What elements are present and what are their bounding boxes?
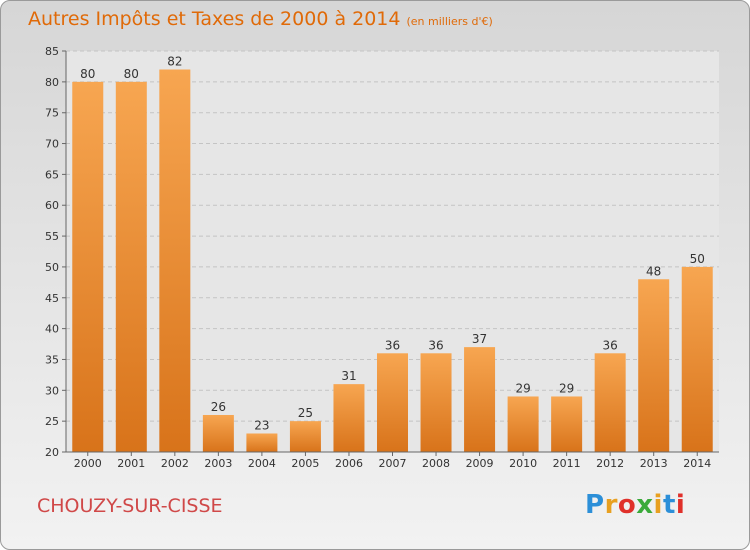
bar-2012 [594,353,626,452]
y-tick-label: 30 [45,384,59,397]
unit-note: (en milliers d'€) [406,15,493,28]
bar-2011 [551,396,583,452]
bar-2007 [377,353,408,452]
logo-letter: o [617,490,637,520]
x-tick-label-2001: 2001 [117,457,145,470]
x-tick-label-2011: 2011 [553,457,581,470]
data-label-2000: 80 [80,67,95,81]
bar-2000 [72,81,104,452]
logo-letter: i [675,490,686,520]
data-label-2001: 80 [124,67,139,81]
x-tick-label-2014: 2014 [683,457,711,470]
data-label-2003: 26 [211,400,226,414]
bar-2013 [638,279,670,452]
data-label-2010: 29 [515,381,530,395]
data-label-2005: 25 [298,406,313,420]
y-tick-label: 50 [45,261,59,274]
y-tick-label: 25 [45,415,59,428]
data-label-2009: 37 [472,332,487,346]
y-tick-label: 20 [45,446,59,459]
logo-letter: i [653,490,663,520]
x-tick-label-2013: 2013 [640,457,668,470]
logo-letter: r [604,490,618,520]
y-tick-label: 85 [45,45,59,58]
data-label-2004: 23 [254,418,269,432]
bar-2004 [246,433,278,452]
logo-letter: P [585,490,605,520]
y-tick-label: 60 [45,199,59,212]
x-tick-label-2008: 2008 [422,457,450,470]
x-tick-label-2012: 2012 [596,457,624,470]
bar-2001 [115,81,147,452]
bar-2014 [681,266,713,452]
x-tick-label-2010: 2010 [509,457,537,470]
bar-2005 [289,421,321,452]
bar-2008 [420,353,452,452]
data-label-2014: 50 [690,252,705,266]
bar-2003 [202,414,234,452]
x-tick-label-2000: 2000 [74,457,102,470]
data-label-2011: 29 [559,381,574,395]
data-label-2007: 36 [385,338,400,352]
proxiti-logo: Proxiti [585,490,685,520]
x-tick-label-2006: 2006 [335,457,363,470]
bar-2002 [159,69,191,452]
logo-letter: x [636,490,654,520]
y-tick-label: 75 [45,107,59,120]
commune-name: CHOUZY-SUR-CISSE [37,495,223,517]
x-tick-label-2002: 2002 [161,457,189,470]
y-tick-label: 40 [45,323,59,336]
y-tick-label: 55 [45,230,59,243]
bar-2006 [333,384,365,452]
y-tick-label: 80 [45,76,59,89]
data-label-2012: 36 [603,338,618,352]
y-tick-label: 45 [45,292,59,305]
data-label-2013: 48 [646,264,661,278]
bar-2010 [507,396,539,452]
data-label-2006: 31 [341,369,356,383]
y-tick-label: 65 [45,168,59,181]
y-tick-label: 35 [45,353,59,366]
x-tick-label-2004: 2004 [248,457,276,470]
y-tick-label: 70 [45,138,59,151]
chart-title: Autres Impôts et Taxes de 2000 à 2014 (en… [28,8,493,30]
logo-letter: t [662,490,676,520]
x-tick-label-2009: 2009 [466,457,494,470]
data-label-2008: 36 [428,338,443,352]
data-label-2002: 82 [167,55,182,69]
x-tick-label-2003: 2003 [204,457,232,470]
x-tick-label-2007: 2007 [379,457,407,470]
bar-2009 [464,347,496,452]
x-tick-label-2005: 2005 [291,457,319,470]
